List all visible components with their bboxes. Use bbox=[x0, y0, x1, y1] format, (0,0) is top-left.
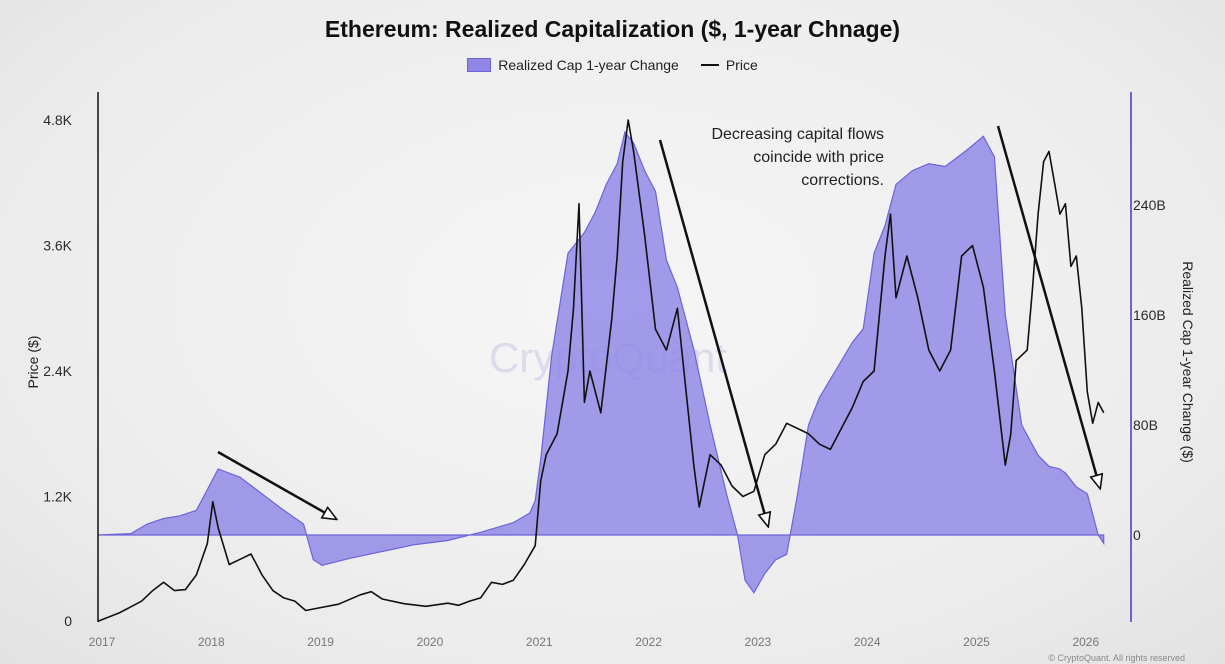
right-tick-label: 240B bbox=[1133, 197, 1166, 213]
x-tick-label: 2019 bbox=[307, 635, 334, 649]
legend-swatch-area bbox=[467, 58, 492, 72]
annotation-line-2: coincide with price bbox=[753, 149, 884, 166]
annotation-arrow-2022 bbox=[658, 139, 768, 526]
annotation-arrow-2025 bbox=[996, 125, 1100, 488]
price-line-series bbox=[97, 119, 1105, 622]
legend-item-price[interactable]: Price bbox=[700, 57, 758, 73]
left-axis-ticks: 0 1.2K 2.4K 3.6K 4.8K bbox=[43, 112, 72, 629]
x-axis-ticks: 2017 2018 2019 2020 2021 2022 2023 2024 2025 2026 bbox=[89, 635, 1100, 649]
legend-swatch-line bbox=[700, 64, 719, 66]
left-tick-label: 3.6K bbox=[43, 238, 72, 254]
right-tick-label: 160B bbox=[1133, 307, 1166, 323]
x-tick-label: 2020 bbox=[417, 635, 444, 649]
x-tick-label: 2022 bbox=[635, 635, 662, 649]
x-tick-label: 2017 bbox=[89, 635, 116, 649]
x-tick-label: 2021 bbox=[526, 635, 553, 649]
annotation-line-1: Decreasing capital flows bbox=[711, 126, 884, 143]
x-tick-label: 2023 bbox=[745, 635, 772, 649]
left-axis-title: Price ($) bbox=[25, 336, 41, 389]
chart-title: Ethereum: Realized Capitalization ($, 1-… bbox=[324, 16, 901, 42]
left-tick-label: 0 bbox=[64, 613, 72, 629]
legend: Realized Cap 1-year Change Price bbox=[0, 57, 1225, 73]
left-tick-label: 4.8K bbox=[43, 112, 72, 128]
legend-label-price: Price bbox=[725, 57, 758, 73]
price-line bbox=[97, 119, 1105, 622]
right-axis-ticks: 0 80B 160B 240B bbox=[1133, 197, 1166, 543]
legend-label-realized-cap: Realized Cap 1-year Change bbox=[498, 57, 679, 73]
right-axis-title: Realized Cap 1-year Change ($) bbox=[1180, 261, 1196, 463]
x-tick-label: 2026 bbox=[1072, 635, 1099, 649]
footer-copyright: © CryptoQuant. All rights reserved bbox=[1048, 653, 1185, 663]
realized-cap-area-series bbox=[97, 130, 1105, 594]
x-tick-label: 2018 bbox=[198, 635, 225, 649]
x-tick-label: 2025 bbox=[963, 635, 990, 649]
left-tick-label: 1.2K bbox=[43, 489, 72, 505]
left-tick-label: 2.4K bbox=[43, 363, 72, 379]
annotation-arrow-2018 bbox=[217, 450, 336, 519]
legend-item-realized-cap[interactable]: Realized Cap 1-year Change bbox=[467, 57, 679, 73]
realized-cap-area bbox=[97, 130, 1105, 594]
right-tick-label: 80B bbox=[1133, 417, 1158, 433]
annotation-line-3: corrections. bbox=[801, 172, 884, 189]
right-tick-label: 0 bbox=[1133, 527, 1141, 543]
x-tick-label: 2024 bbox=[854, 635, 881, 649]
